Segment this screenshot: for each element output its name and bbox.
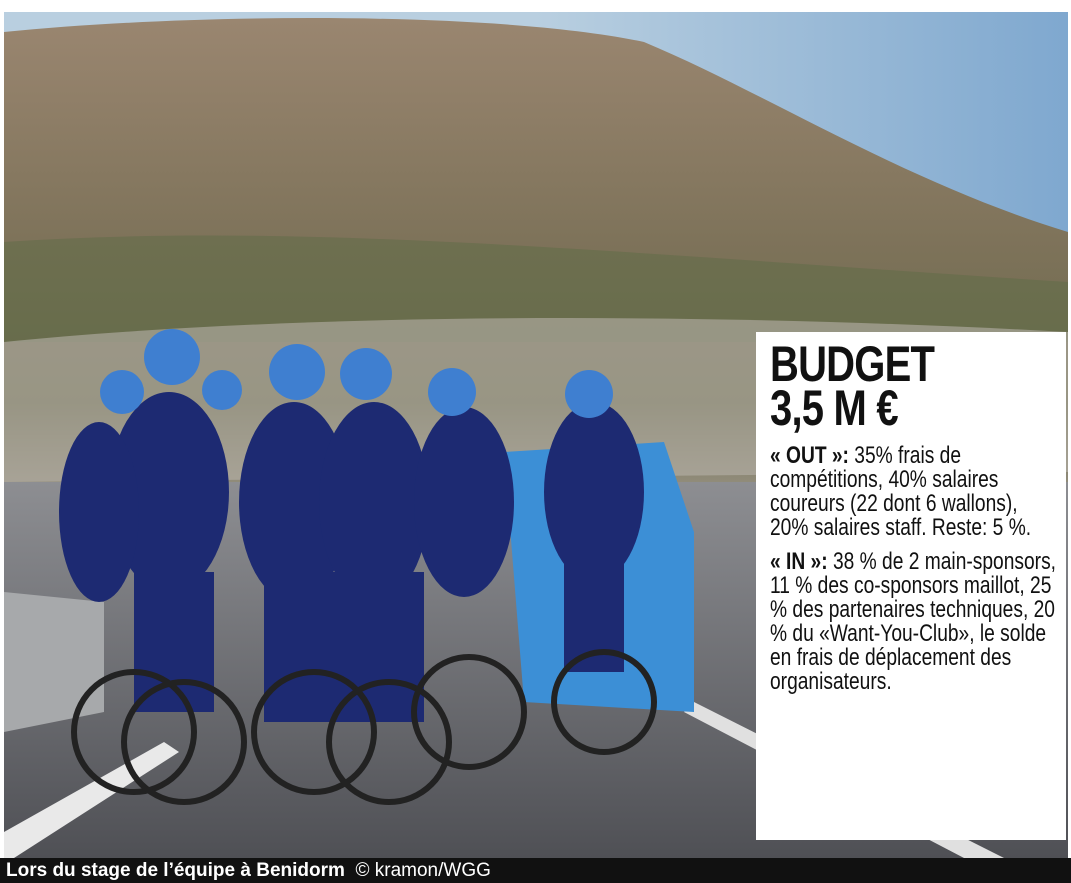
paragraph: « OUT »: 35% frais de compétitions, 40% … bbox=[770, 444, 1058, 540]
text: 38 % de 2 main-sponsors, 11 % des co-spo… bbox=[770, 548, 1057, 695]
budget-box: BUDGET 3,5 M € « OUT »: 35% frais de com… bbox=[756, 332, 1066, 840]
box-title: BUDGET bbox=[770, 336, 935, 392]
paragraph: « IN »: 38 % de 2 main-sponsors, 11 % de… bbox=[770, 550, 1058, 694]
credit: © kramon/WGG bbox=[355, 860, 491, 881]
caption: Lors du stage de l’équipe à Benidorm bbox=[6, 860, 345, 881]
box-content: BUDGET 3,5 M € « OUT »: 35% frais de com… bbox=[770, 336, 1058, 704]
text: 35% frais de compétitions, 40% salaires … bbox=[770, 442, 1032, 541]
caption-bar: Lors du stage de l’équipe à Benidorm © k… bbox=[0, 858, 1071, 883]
lead: « IN »: bbox=[770, 548, 828, 575]
box-amount: 3,5 M € bbox=[770, 380, 899, 436]
lead: « OUT »: bbox=[770, 442, 849, 469]
